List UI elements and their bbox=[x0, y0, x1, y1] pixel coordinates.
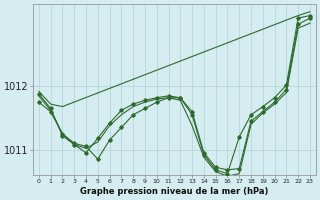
X-axis label: Graphe pression niveau de la mer (hPa): Graphe pression niveau de la mer (hPa) bbox=[80, 187, 268, 196]
